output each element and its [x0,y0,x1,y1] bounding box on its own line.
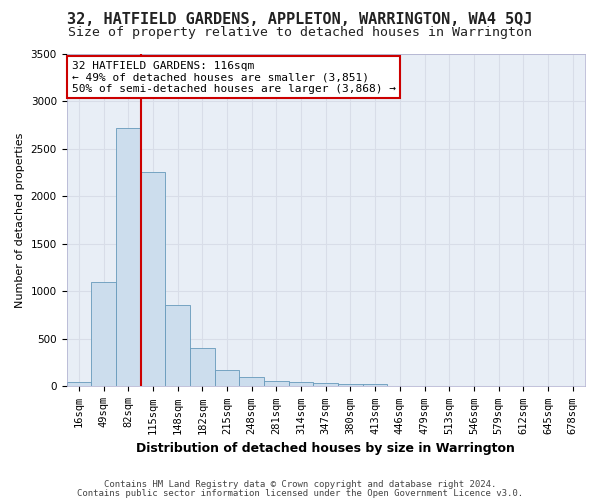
Bar [140,172,165,386]
Bar [190,348,215,387]
Text: Size of property relative to detached houses in Warrington: Size of property relative to detached ho… [68,26,532,39]
Text: 32, HATFIELD GARDENS, APPLETON, WARRINGTON, WA4 5QJ: 32, HATFIELD GARDENS, APPLETON, WARRINGT… [67,12,533,28]
Bar [215,370,239,386]
X-axis label: Distribution of detached houses by size in Warrington: Distribution of detached houses by size … [136,442,515,455]
Bar [313,383,338,386]
Bar [239,377,264,386]
Text: Contains HM Land Registry data © Crown copyright and database right 2024.: Contains HM Land Registry data © Crown c… [104,480,496,489]
Bar [165,305,190,386]
Bar [363,384,388,386]
Bar [338,384,363,386]
Bar [289,382,313,386]
Bar [67,382,91,386]
Bar [264,381,289,386]
Bar [116,128,140,386]
Y-axis label: Number of detached properties: Number of detached properties [15,132,25,308]
Text: Contains public sector information licensed under the Open Government Licence v3: Contains public sector information licen… [77,488,523,498]
Bar [91,282,116,387]
Text: 32 HATFIELD GARDENS: 116sqm
← 49% of detached houses are smaller (3,851)
50% of : 32 HATFIELD GARDENS: 116sqm ← 49% of det… [72,60,396,94]
